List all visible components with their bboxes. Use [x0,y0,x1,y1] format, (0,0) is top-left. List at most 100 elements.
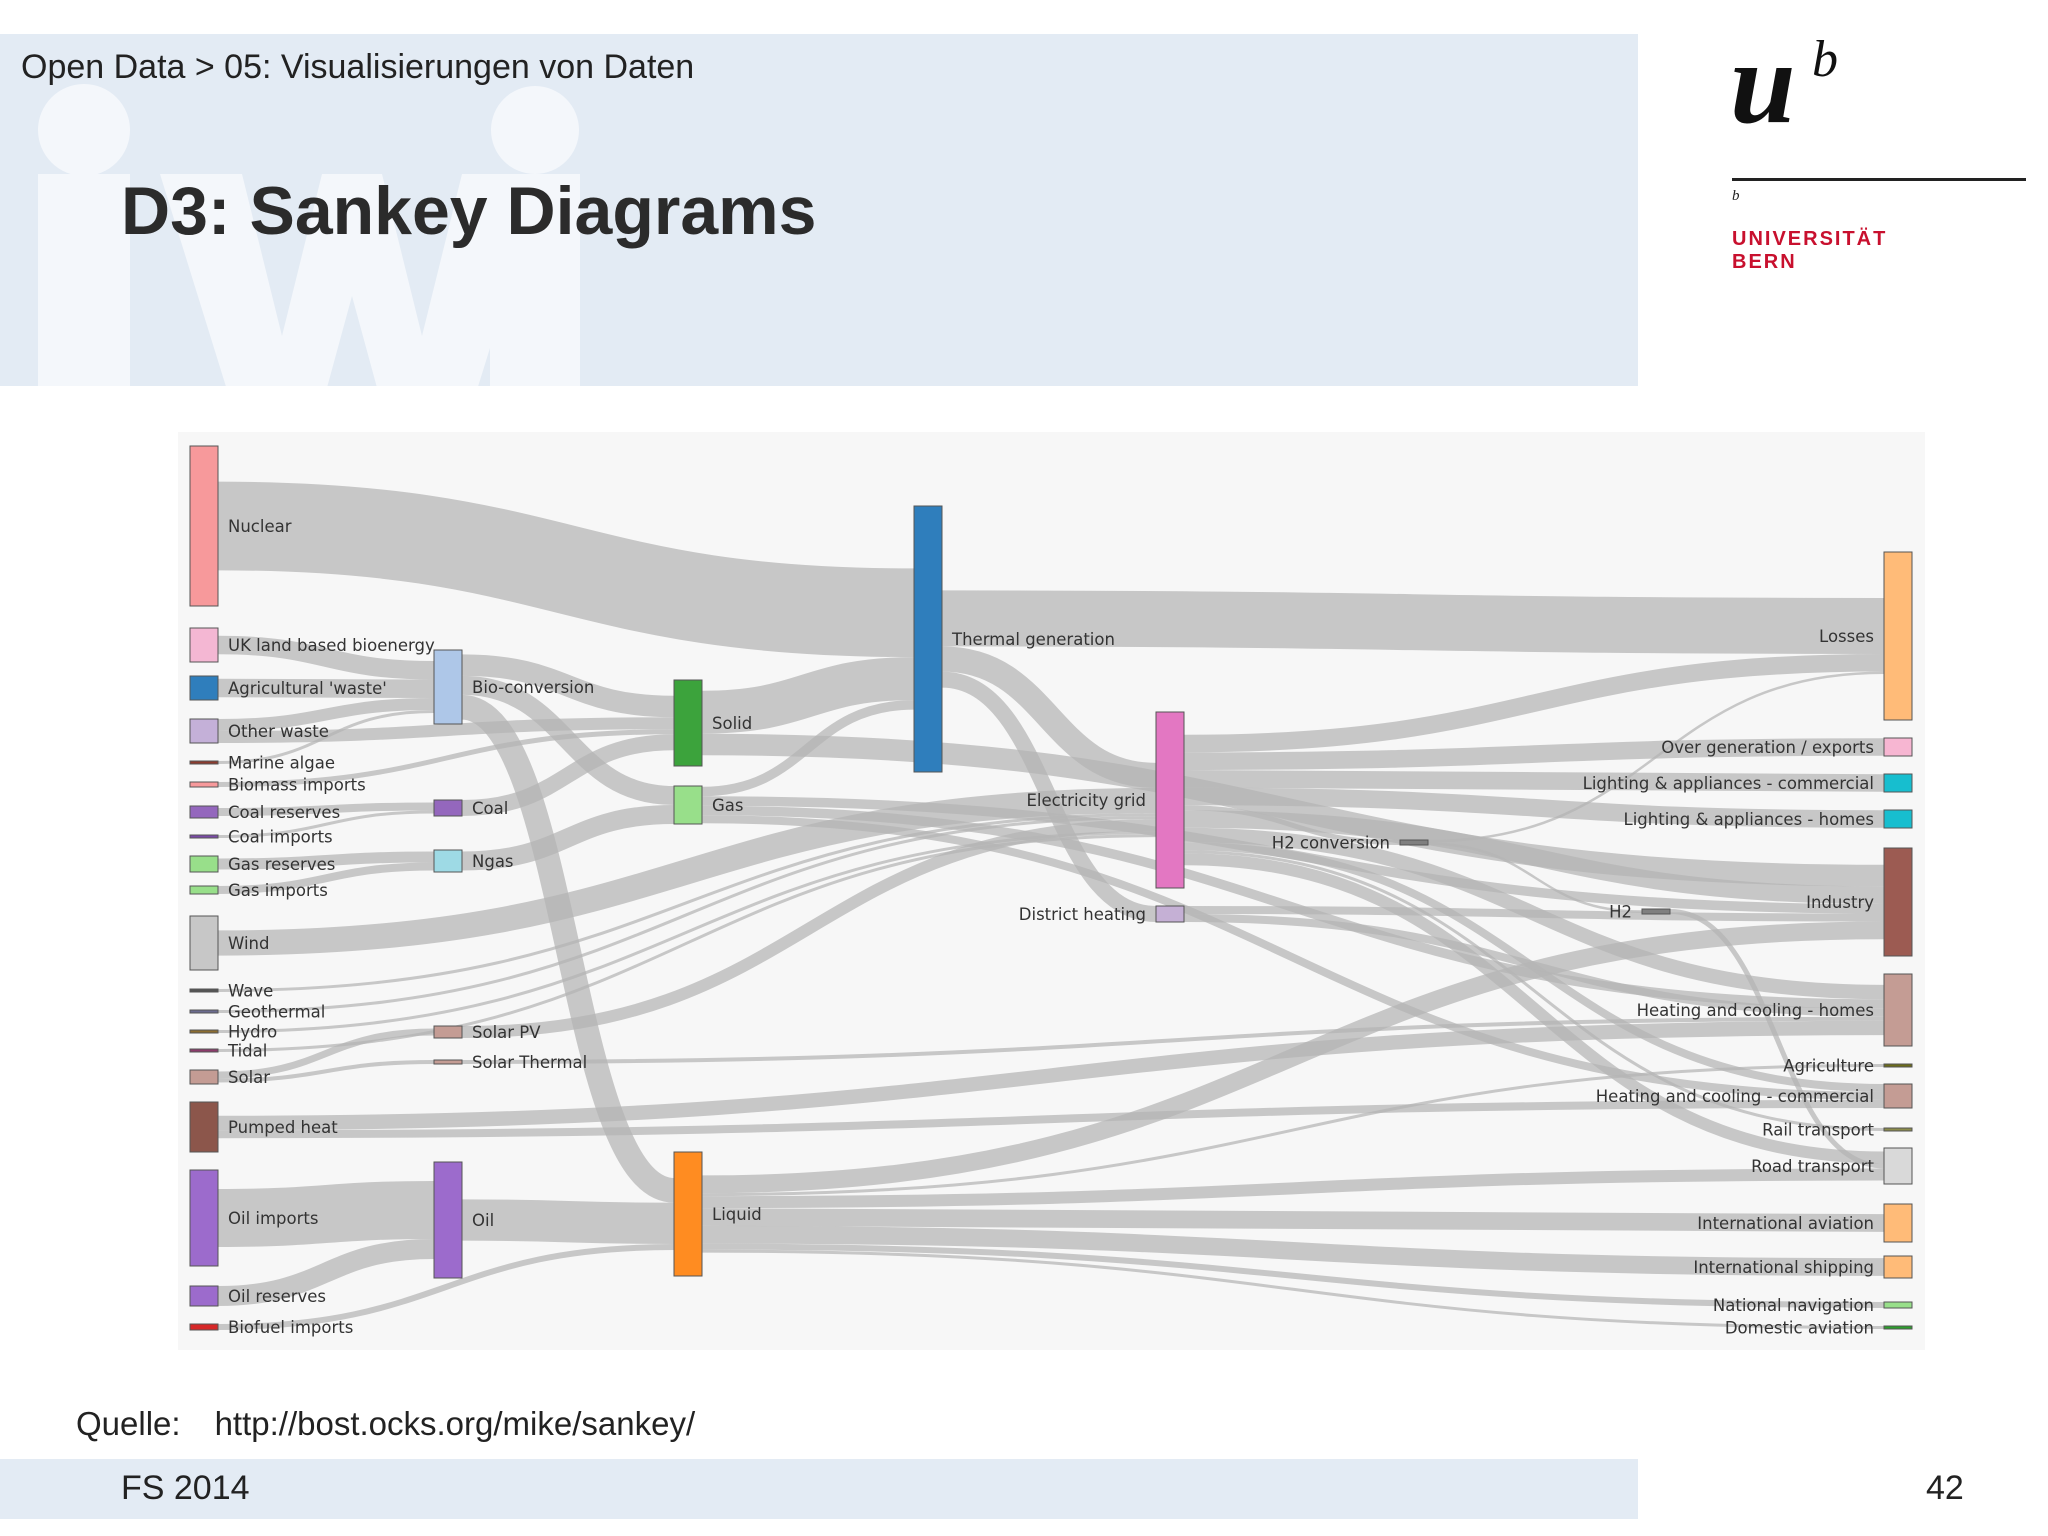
sankey-label-light_comm: Lighting & appliances - commercial [1583,774,1874,793]
sankey-node-heat_comm[interactable] [1883,1083,1913,1109]
page-title: D3: Sankey Diagrams [121,173,817,249]
sankey-label-dom_aviation: Domestic aviation [1725,1319,1874,1338]
sankey-label-gas_imp: Gas imports [228,881,328,900]
sankey-label-biomass_imp: Biomass imports [228,776,366,795]
sankey-node-rail[interactable] [1883,1127,1913,1132]
sankey-node-heat_homes[interactable] [1883,973,1913,1047]
sankey-label-intl_shipping: International shipping [1693,1258,1874,1277]
sankey-link-liquid-road [701,1168,1885,1209]
sankey-link-solid-thermal [701,657,915,734]
sankey-link-liquid-agriculture [701,1064,1885,1197]
sankey-link-elec-overgen [1183,738,1885,770]
sankey-node-thermal[interactable] [913,505,943,773]
sankey-node-ngas[interactable] [433,849,463,873]
sankey-node-marine[interactable] [189,760,219,765]
sankey-node-oil_imp[interactable] [189,1169,219,1267]
sankey-link-solar-solar_pv [217,1028,435,1079]
sankey-node-solid[interactable] [673,679,703,767]
sankey-node-nat_nav[interactable] [1883,1301,1913,1309]
sankey-label-ngas: Ngas [472,852,514,871]
iwi-watermark-logo [38,84,580,386]
sankey-node-tidal[interactable] [189,1048,219,1053]
header-band [0,34,1638,386]
sankey-node-other_waste[interactable] [189,718,219,744]
sankey-label-overgen: Over generation / exports [1661,738,1874,757]
sankey-node-light_homes[interactable] [1883,809,1913,829]
sankey-label-light_homes: Lighting & appliances - homes [1624,810,1874,829]
sankey-label-solar_pv: Solar PV [472,1023,541,1042]
sankey-label-geothermal: Geothermal [228,1003,325,1022]
sankey-link-h2conv-h2 [1427,842,1643,913]
sankey-node-wave[interactable] [189,988,219,993]
sankey-link-gas-heat_comm [701,815,1885,1100]
sankey-node-gas[interactable] [673,785,703,825]
sankey-link-oil-liquid [461,1199,675,1244]
sankey-link-marine-bio_conv [217,710,435,764]
sankey-node-liquid[interactable] [673,1151,703,1277]
sankey-link-elec-light_homes [1183,787,1885,828]
sankey-link-elec-losses [1183,653,1885,753]
sankey-label-thermal: Thermal generation [951,630,1115,649]
sankey-label-solid: Solid [712,714,752,733]
sankey-node-overgen[interactable] [1883,737,1913,757]
sankey-node-industry[interactable] [1883,847,1913,957]
sankey-label-biofuel_imp: Biofuel imports [228,1318,353,1337]
sankey-node-district[interactable] [1155,905,1185,923]
sankey-node-coal_imp[interactable] [189,834,219,839]
sankey-node-coal_res[interactable] [189,805,219,819]
sankey-node-h2conv[interactable] [1399,839,1429,846]
sankey-link-ngas-gas [461,805,675,871]
sankey-link-elec-light_comm [1183,770,1885,792]
sankey-label-marine: Marine algae [228,754,335,773]
sankey-node-solar_pv[interactable] [433,1025,463,1039]
sankey-label-intl_aviation: International aviation [1697,1214,1874,1233]
sankey-node-pumped[interactable] [189,1101,219,1153]
sankey-node-wind[interactable] [189,915,219,971]
sankey-node-dom_aviation[interactable] [1883,1325,1913,1330]
sankey-node-oil_res[interactable] [189,1285,219,1307]
sankey-node-coal[interactable] [433,799,463,817]
sankey-node-intl_aviation[interactable] [1883,1203,1913,1243]
sankey-node-gas_res[interactable] [189,855,219,873]
sankey-label-rail: Rail transport [1762,1121,1874,1140]
sankey-label-bio_conv: Bio-conversion [472,678,594,697]
source-url-link[interactable]: http://bost.ocks.org/mike/sankey/ [214,1405,696,1442]
sankey-node-elec[interactable] [1155,711,1185,889]
sankey-label-industry: Industry [1806,893,1874,912]
sankey-node-road[interactable] [1883,1147,1913,1185]
sankey-label-oil: Oil [472,1211,494,1230]
sankey-link-nuclear-thermal [217,481,915,658]
sankey-node-agri_waste[interactable] [189,675,219,701]
sankey-label-heat_homes: Heating and cooling - homes [1637,1001,1874,1020]
sankey-link-elec-h2conv [1183,805,1401,845]
sankey-link-gas-thermal [701,700,915,797]
sankey-link-solar-solar_thermal [217,1060,435,1083]
sankey-node-uk_bio[interactable] [189,627,219,663]
sankey-node-geothermal[interactable] [189,1009,219,1014]
sankey-node-biomass_imp[interactable] [189,781,219,788]
sankey-node-biofuel_imp[interactable] [189,1323,219,1331]
sankey-node-solar[interactable] [189,1069,219,1085]
sankey-link-thermal-district [941,671,1157,922]
sankey-link-elec-rail [1183,850,1885,1131]
sankey-link-thermal-elec [941,646,1157,789]
sankey-node-nuclear[interactable] [189,445,219,607]
sankey-label-solar_thermal: Solar Thermal [472,1053,587,1072]
logo-divider [1732,178,2026,181]
sankey-link-h2-road [1669,909,1885,1169]
sankey-labels: Nuclear UK land based bioenergy Agricultur… [227,517,1875,1338]
sankey-node-hydro[interactable] [189,1029,219,1034]
sankey-node-light_comm[interactable] [1883,773,1913,793]
sankey-node-solar_thermal[interactable] [433,1059,463,1065]
sankey-node-losses[interactable] [1883,551,1913,721]
sankey-diagram: Nuclear UK land based bioenergy Agricultur… [178,432,1925,1350]
sankey-node-h2[interactable] [1641,908,1671,915]
sankey-node-gas_imp[interactable] [189,885,219,895]
sankey-node-oil[interactable] [433,1161,463,1279]
sankey-link-liquid-intl_aviation [701,1208,1885,1232]
sankey-node-agriculture[interactable] [1883,1063,1913,1068]
sankey-node-bio_conv[interactable] [433,649,463,725]
sankey-node-intl_shipping[interactable] [1883,1255,1913,1279]
footer-band [0,1459,1638,1519]
sankey-label-heat_comm: Heating and cooling - commercial [1596,1087,1874,1106]
